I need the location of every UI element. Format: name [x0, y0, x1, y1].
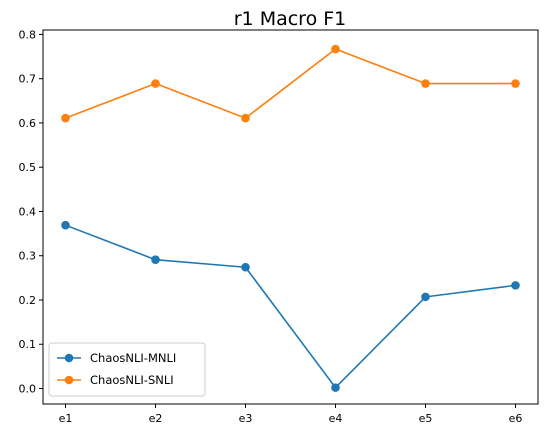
- x-tick-label: e5: [419, 412, 433, 425]
- y-axis: 0.0 0.1 0.2 0.3 0.4 0.5 0.6 0.7 0.8: [19, 28, 43, 396]
- series-chaosnli-snli: [61, 44, 520, 123]
- y-tick-label: 0.6: [19, 117, 37, 130]
- series-line: [65, 224, 516, 389]
- legend-label: ChaosNLI-MNLI: [90, 351, 176, 365]
- y-tick-label: 0.7: [19, 73, 37, 86]
- legend-item: ChaosNLI-SNLI: [57, 373, 174, 387]
- legend-label: ChaosNLI-SNLI: [90, 373, 174, 387]
- data-point: [421, 79, 430, 88]
- legend-marker: [64, 375, 74, 385]
- x-tick-label: e6: [509, 412, 523, 425]
- legend: ChaosNLI-MNLI ChaosNLI-SNLI: [48, 342, 206, 397]
- y-tick-label: 0.1: [19, 338, 37, 351]
- data-point: [331, 44, 340, 54]
- data-point: [61, 220, 70, 230]
- data-point: [151, 79, 160, 88]
- series-line: [65, 48, 516, 119]
- x-tick-label: e4: [329, 412, 343, 425]
- series-chaosnli-mnli: [61, 220, 520, 392]
- data-point: [151, 255, 160, 265]
- y-tick-label: 0.5: [19, 161, 37, 174]
- data-point: [421, 292, 430, 302]
- y-tick-label: 0.2: [19, 294, 37, 307]
- x-tick-label: e1: [59, 412, 73, 425]
- plot-frame: [42, 29, 539, 405]
- data-point: [61, 113, 70, 123]
- data-point: [331, 383, 340, 392]
- data-point: [511, 79, 520, 88]
- series-layer: [61, 44, 520, 392]
- chart-title: r1 Macro F1: [234, 8, 347, 30]
- data-point: [241, 113, 250, 123]
- y-tick-label: 0.8: [19, 28, 37, 41]
- data-point: [241, 262, 250, 272]
- x-tick-label: e3: [239, 412, 253, 425]
- y-tick-label: 0.4: [19, 205, 37, 218]
- y-tick-label: 0.0: [19, 383, 37, 396]
- x-tick-label: e2: [149, 412, 163, 425]
- legend-marker: [64, 353, 74, 363]
- data-point: [511, 281, 520, 290]
- legend-box: [48, 342, 206, 397]
- y-tick-label: 0.3: [19, 250, 37, 263]
- legend-item: ChaosNLI-MNLI: [57, 351, 176, 365]
- x-axis: e1 e2 e3 e4 e5 e6: [59, 404, 523, 425]
